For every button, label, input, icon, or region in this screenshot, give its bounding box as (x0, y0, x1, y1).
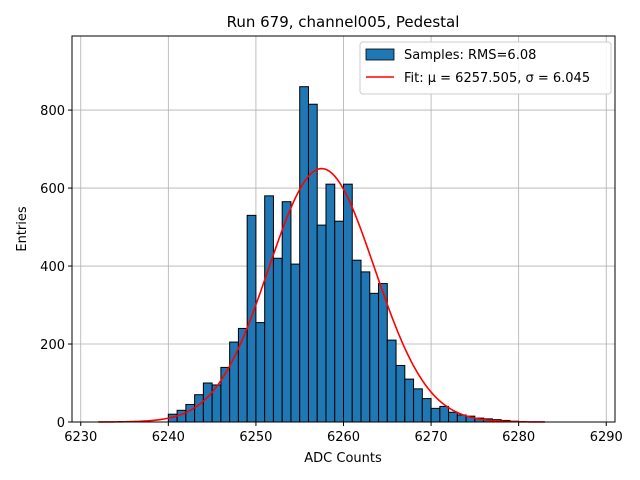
x-tick-label: 6270 (415, 430, 448, 445)
x-axis-label: ADC Counts (304, 451, 382, 466)
histogram-bar (334, 220, 345, 423)
histogram-bar (281, 201, 292, 423)
x-tick-label: 6230 (64, 430, 97, 445)
histogram-bar (386, 339, 397, 423)
legend-box (359, 41, 612, 95)
histogram-bar (369, 292, 380, 423)
histogram-bar (220, 366, 231, 423)
legend-samples-label: Samples: RMS=6.08 (404, 48, 536, 63)
histogram-bar (351, 259, 362, 423)
x-tick-label: 6260 (327, 430, 360, 445)
y-tick-label: 800 (40, 104, 65, 119)
histogram-bar (439, 405, 450, 423)
x-tick-label: 6250 (239, 430, 272, 445)
histogram-bar (360, 271, 371, 423)
histogram-bar (264, 195, 274, 423)
legend: Samples: RMS=6.08 Fit: μ = 6257.505, σ =… (359, 41, 612, 95)
histogram-bar (307, 103, 318, 423)
chart-title: Run 679, channel005, Pedestal (227, 13, 460, 31)
histogram-bar (378, 283, 388, 423)
y-tick-label: 600 (40, 182, 65, 197)
x-tick-label: 6280 (502, 430, 535, 445)
legend-fit-label: Fit: μ = 6257.505, σ = 6.045 (404, 71, 590, 86)
x-tick-label: 6240 (152, 430, 185, 445)
histogram-bar (430, 407, 441, 423)
y-axis-ticks: 0 200 400 600 800 (40, 104, 72, 431)
histogram-bar (237, 327, 248, 423)
histogram-bar (395, 364, 406, 423)
histogram-bar (404, 378, 415, 423)
histogram-bar (185, 403, 196, 423)
histogram-bar (272, 257, 283, 423)
x-axis-ticks: 6230 6240 6250 6260 6270 6280 6290 (64, 422, 623, 445)
gaussian-fit-line (98, 167, 545, 423)
histogram-bar (448, 411, 458, 423)
legend-samples-swatch (365, 48, 395, 61)
histogram-bar (290, 263, 301, 423)
y-tick-label: 200 (40, 338, 65, 353)
histogram-bar (255, 322, 266, 423)
y-tick-label: 400 (40, 260, 65, 275)
x-tick-label: 6290 (590, 430, 623, 445)
histogram-bar (413, 388, 423, 423)
histogram-bar (421, 398, 432, 423)
histogram-bar (299, 86, 309, 423)
histogram-bar (194, 394, 204, 423)
y-axis-label: Entries (15, 206, 30, 252)
histogram-bars (167, 86, 520, 423)
histogram-bar (202, 382, 213, 423)
histogram-bar (316, 224, 327, 423)
y-tick-label: 0 (57, 416, 65, 431)
histogram-bar (343, 183, 353, 423)
histogram-bar (229, 341, 239, 423)
histogram-bar (325, 183, 336, 423)
